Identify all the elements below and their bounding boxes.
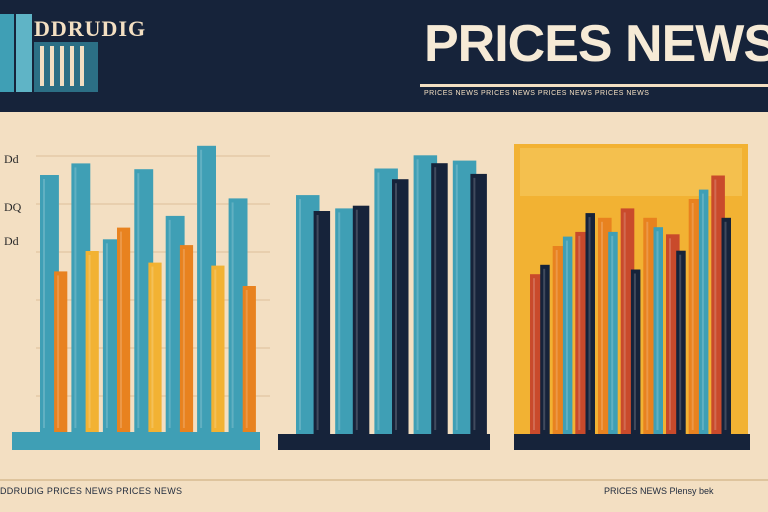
chart-3-bar-s2-4 — [608, 231, 618, 434]
chart-3-bar-highlight-s2-7 — [679, 254, 682, 430]
chart-2-bar-highlight-s2-2 — [355, 209, 358, 430]
y-label-1: Dd — [4, 152, 19, 166]
chart-3-bar-highlight-s2-8 — [701, 193, 704, 430]
chart-2-bar-highlight-s1-3 — [377, 172, 380, 430]
chart-2-bar-highlight-s1-1 — [299, 199, 301, 430]
chart-3-bar-s2-9 — [721, 217, 731, 434]
chart-1-bar-s2-4 — [148, 262, 162, 432]
chart-3-bar-s2-2 — [562, 236, 573, 434]
chart-2-bar-highlight-s1-4 — [416, 159, 419, 431]
footer-left-text: DDRUDIG PRICES NEWS PRICES NEWS — [0, 486, 183, 496]
chart-1-base — [12, 432, 260, 450]
chart-2-bar-s2-2 — [352, 205, 370, 434]
chart-1-bar-highlight-s1-7 — [231, 202, 234, 428]
chart-3-bar-highlight-s1-4 — [601, 221, 603, 430]
chart-2-bar-highlight-s1-2 — [338, 212, 341, 430]
chart-1-bar-s2-2 — [85, 251, 99, 432]
chart-3-frame — [520, 148, 742, 196]
chart-3-bar-highlight-s1-9 — [714, 179, 717, 430]
chart-1-bar-highlight-s1-4 — [137, 173, 140, 428]
chart-3-bar-s1-7 — [666, 234, 680, 435]
charts-area — [0, 144, 768, 481]
chart-1-bar-highlight-s1-6 — [200, 149, 203, 429]
chart-1-bar-s2-5 — [179, 245, 194, 432]
chart-3-base — [514, 434, 750, 450]
chart-2-bar-s2-3 — [392, 179, 409, 434]
chart-1-bar-s1-5 — [165, 215, 185, 432]
chart-3-bar-highlight-s1-7 — [669, 238, 671, 431]
chart-2-bar-highlight-s2-1 — [316, 215, 319, 430]
brand-title: DDRUDIG — [34, 16, 147, 41]
chart-1-bar-highlight-s1-2 — [74, 167, 77, 428]
chart-1 — [40, 145, 256, 433]
chart-3-bar-highlight-s1-8 — [691, 203, 694, 430]
chart-3-bar-highlight-s2-3 — [588, 217, 591, 430]
chart-3-bar-highlight-s2-6 — [656, 231, 659, 430]
header: DDRUDIG PRICES NEWS PRICES NEWS PRICES N… — [0, 0, 768, 112]
chart-3-bar-highlight-s2-4 — [611, 235, 614, 430]
chart-3-bar-highlight-s2-2 — [565, 240, 568, 430]
chart-1-bar-s1-2 — [71, 163, 91, 432]
chart-3-bar-s2-5 — [630, 269, 641, 434]
chart-2-bar-highlight-s2-4 — [434, 167, 437, 430]
chart-3-bar-highlight-s1-3 — [578, 235, 581, 430]
chart-3-bar-s2-8 — [698, 189, 709, 434]
chart-3-bar-highlight-s1-1 — [533, 278, 535, 430]
logo-icon — [0, 14, 98, 92]
chart-1-bar-highlight-s1-3 — [105, 243, 108, 428]
chart-3-bar-highlight-s2-1 — [543, 268, 546, 430]
chart-1-bar-highlight-s1-1 — [43, 179, 45, 428]
chart-1-bar-s2-7 — [242, 286, 256, 432]
chart-1-bar-s2-1 — [54, 271, 68, 432]
chart-3-bar-highlight-s2-5 — [633, 273, 636, 430]
chart-1-bar-s2-3 — [117, 227, 131, 432]
chart-1-bar-highlight-s1-5 — [168, 219, 171, 428]
chart-1-bar-highlight-s2-6 — [214, 269, 217, 428]
chart-3-bar-highlight-s1-5 — [623, 212, 626, 430]
y-label-2: DQ — [4, 200, 22, 214]
chart-3-bar-s1-1 — [530, 274, 544, 434]
chart-3-bar-s2-3 — [585, 213, 595, 434]
chart-3 — [530, 175, 731, 435]
chart-2-base — [278, 434, 490, 450]
chart-1-bar-highlight-s2-5 — [182, 249, 185, 428]
chart-2-bar-highlight-s1-5 — [455, 164, 458, 430]
chart-3-bar-s2-1 — [540, 264, 550, 434]
chart-1-bar-highlight-s2-3 — [120, 231, 122, 428]
chart-3-bar-highlight-s1-6 — [646, 221, 649, 430]
chart-1-bar-s2-6 — [211, 265, 225, 432]
chart-1-bar-s1-6 — [197, 145, 216, 433]
chart-2-bar-s2-1 — [313, 211, 331, 434]
chart-2-bar-s2-5 — [470, 173, 487, 434]
chart-3-bar-s1-4 — [598, 217, 612, 434]
chart-1-bar-highlight-s2-1 — [57, 275, 60, 428]
header-divider — [420, 84, 768, 87]
chart-1-bar-highlight-s2-4 — [151, 266, 154, 428]
chart-1-bar-highlight-s2-7 — [245, 290, 248, 428]
header-subline: PRICES NEWS PRICES NEWS PRICES NEWS PRIC… — [424, 90, 650, 97]
chart-3-bar-highlight-s1-2 — [555, 250, 558, 430]
chart-1-bar-highlight-s2-2 — [88, 255, 91, 428]
chart-2-bar-highlight-s2-3 — [395, 183, 397, 430]
chart-3-bar-s2-7 — [676, 250, 686, 434]
y-label-3: Dd — [4, 234, 19, 248]
chart-3-bar-s2-6 — [653, 227, 663, 434]
chart-2 — [296, 155, 487, 435]
chart-2-bar-highlight-s2-5 — [473, 177, 476, 430]
chart-3-bar-highlight-s2-9 — [724, 221, 727, 430]
chart-2-bar-s2-4 — [431, 163, 448, 434]
footer-right-text: PRICES NEWS Plensy bek — [604, 486, 714, 496]
headline: PRICES NEWS — [424, 15, 768, 73]
